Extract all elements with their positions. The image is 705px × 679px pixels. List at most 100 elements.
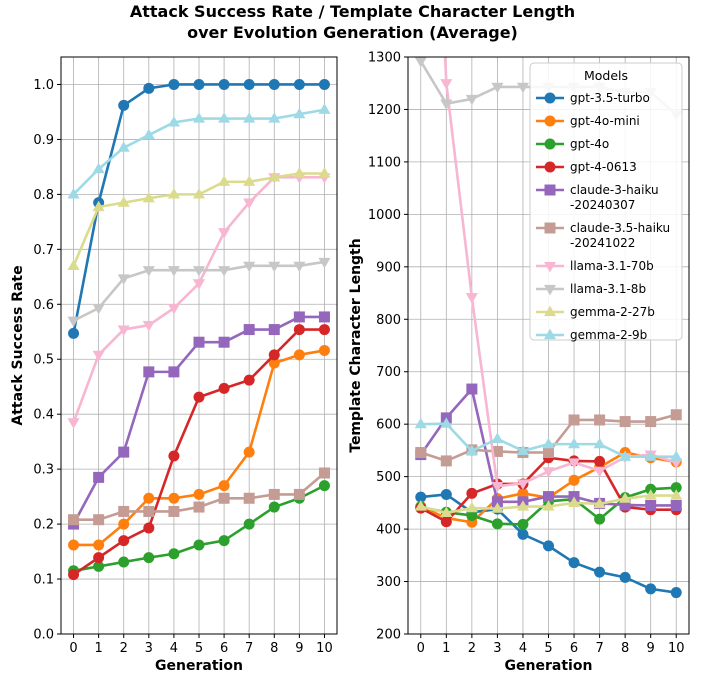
legend-swatch-marker [544,161,556,173]
left-point-claude-3-haiku-20240307-1 [93,471,105,483]
right-point-gemma-2-27b-1 [440,506,453,517]
right-point-llama-3-1-70b-10 [670,458,683,469]
left-y-tick-label: 0.2 [33,518,54,533]
right-x-tick-label: 0 [417,641,425,656]
left-point-llama-3-1-8b-9 [293,261,306,273]
figure-title-line-1: Attack Success Rate / Template Character… [129,2,576,21]
left-point-claude-3-5-haiku-20241022-0 [68,514,80,526]
right-point-gpt-3-5-turbo-8 [619,571,631,583]
right-point-gemma-2-27b-2 [465,501,478,513]
right-point-llama-3-1-70b-2 [465,293,478,304]
right-point-llama-3-1-8b-2 [465,94,478,106]
right-point-llama-3-1-8b-0 [414,57,427,68]
left-x-tick-label: 6 [220,641,228,656]
left-point-gpt-4o-5 [193,539,205,551]
legend-entry-claude-3-haiku-20240307: claude-3-haiku -20240307 [536,183,659,212]
left-point-claude-3-5-haiku-20241022-2 [118,505,130,517]
right-point-gpt-4o-3 [491,518,503,530]
left-point-claude-3-5-haiku-20241022-8 [268,488,280,500]
legend-entry-claude-3-5-haiku-20241022: claude-3.5-haiku -20241022 [536,221,670,250]
left-point-claude-3-haiku-20240307-8 [268,324,280,336]
legend-entry-gpt-4o-mini: gpt-4o-mini [536,114,640,128]
left-point-claude-3-haiku-20240307-2 [118,446,130,458]
left-point-gpt-4o-mini-3 [143,492,155,504]
left-point-llama-3-1-8b-1 [92,304,105,315]
legend-swatch-marker [544,138,556,150]
left-x-tick-label: 7 [245,641,253,656]
right-point-claude-3-5-haiku-20241022-3 [491,445,503,457]
left-point-gemma-2-9b-3 [142,128,155,140]
legend-swatch-marker [543,261,557,273]
right-point-claude-3-5-haiku-20241022-5 [543,447,554,459]
right-point-llama-3-1-8b-4 [516,82,530,94]
left-x-tick-label: 0 [69,641,77,656]
left-point-gpt-3-5-turbo-2 [118,99,130,111]
left-x-tick-label: 1 [94,641,102,656]
legend-entry-gemma-2-9b: gemma-2-9b [536,328,647,342]
left-point-gemma-2-27b-0 [67,259,80,270]
right-point-gemma-2-9b-6 [567,437,581,449]
right-point-gemma-2-27b-0 [414,500,427,511]
left-point-gpt-4o-8 [268,501,280,513]
right-point-gemma-2-9b-3 [491,432,504,443]
right-point-claude-3-5-haiku-20241022-0 [415,447,427,459]
right-point-gemma-2-27b-4 [516,500,530,511]
right-point-gpt-3-5-turbo-9 [645,583,657,595]
left-point-gpt-4o-mini-0 [68,539,80,551]
right-y-tick-label: 800 [376,313,401,328]
right-point-gpt-3-5-turbo-4 [517,528,529,540]
legend-entry-llama-3-1-8b: llama-3.1-8b [536,282,646,296]
left-point-llama-3-1-70b-0 [67,418,80,429]
left-point-gpt-3-5-turbo-8 [268,78,280,90]
left-point-gpt-4-0613-8 [268,349,280,361]
right-point-gpt-4o-4 [517,518,529,530]
right-x-tick-label: 6 [570,641,578,656]
right-x-tick-label: 3 [493,641,501,656]
left-x-axis-label: Generation [155,658,243,674]
legend-swatch-marker [543,284,557,296]
left-series-gpt-4o [68,480,330,577]
left-x-tick-label: 3 [145,641,153,656]
left-y-tick-label: 0.0 [33,628,54,643]
left-y-tick-label: 0.6 [33,298,54,313]
right-point-gpt-4o-mini-4 [517,487,529,499]
left-point-gpt-3-5-turbo-7 [243,78,255,90]
left-point-gpt-4o-4 [168,548,180,560]
left-point-gpt-4-0613-6 [218,382,230,394]
right-point-gemma-2-9b-1 [440,417,453,428]
right-point-llama-3-1-8b-3 [491,82,504,94]
legend-entry-gemma-2-27b: gemma-2-27b [536,305,655,319]
legend-swatch-marker [543,328,557,340]
left-point-gemma-2-27b-10 [318,167,331,178]
legend-entry-llama-3-1-70b: llama-3.1-70b [536,259,654,273]
right-point-claude-3-5-haiku-20241022-9 [645,416,657,428]
right-point-gpt-4o-10 [670,482,682,494]
legend-swatch-marker [543,305,557,317]
right-point-llama-3-1-70b-3 [491,481,504,493]
left-point-gemma-2-27b-6 [218,175,231,186]
left-point-gpt-4-0613-5 [193,391,205,403]
left-point-claude-3-5-haiku-20241022-9 [293,488,305,500]
right-point-gpt-3-5-turbo-7 [594,566,606,578]
left-point-gemma-2-9b-10 [318,103,331,114]
right-series-gemma-2-9b [414,417,683,461]
right-point-claude-3-5-haiku-20241022-8 [619,416,631,428]
right-x-tick-label: 5 [544,641,552,656]
legend-label-line-2: -20241022 [570,236,635,250]
left-point-gpt-4o-mini-7 [243,446,255,458]
left-point-gemma-2-9b-6 [218,112,231,123]
right-point-gemma-2-27b-9 [644,489,657,500]
right-x-tick-label: 1 [442,641,450,656]
legend-label: gpt-4o [570,137,609,151]
right-x-tick-label: 4 [519,641,527,656]
right-point-gemma-2-9b-7 [593,437,606,449]
right-point-claude-3-5-haiku-20241022-10 [670,409,682,421]
right-point-llama-3-1-70b-1 [440,79,453,90]
legend-title: Models [584,68,628,83]
left-point-claude-3-5-haiku-20241022-10 [318,467,330,479]
left-series-gpt-4o-mini [68,344,330,551]
left-point-gpt-4o-mini-1 [93,539,105,551]
left-point-gpt-4o-6 [218,535,230,547]
right-point-gemma-2-27b-6 [567,496,581,507]
